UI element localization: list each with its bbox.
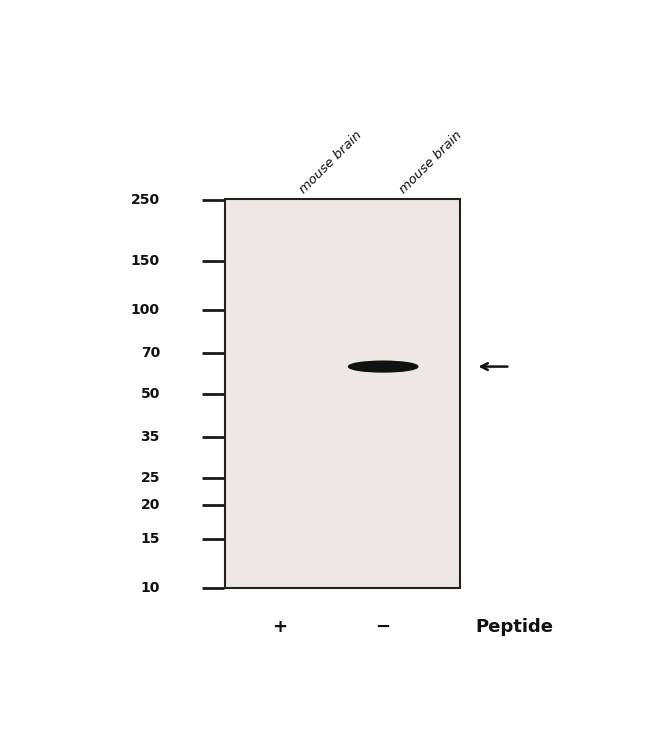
Text: +: + <box>272 618 287 636</box>
Text: 100: 100 <box>131 303 160 317</box>
Text: −: − <box>376 618 391 636</box>
Text: 35: 35 <box>140 430 160 444</box>
Text: 70: 70 <box>140 346 160 360</box>
Text: 20: 20 <box>140 498 160 512</box>
Text: 15: 15 <box>140 532 160 546</box>
Text: 25: 25 <box>140 471 160 485</box>
Text: mouse brain: mouse brain <box>297 128 365 195</box>
Bar <box>226 200 460 589</box>
Text: Peptide: Peptide <box>476 618 554 636</box>
Text: 50: 50 <box>140 387 160 401</box>
Ellipse shape <box>348 361 418 372</box>
Text: mouse brain: mouse brain <box>397 128 465 195</box>
Text: 250: 250 <box>131 193 160 206</box>
Text: 150: 150 <box>131 254 160 268</box>
Text: 10: 10 <box>140 581 160 595</box>
